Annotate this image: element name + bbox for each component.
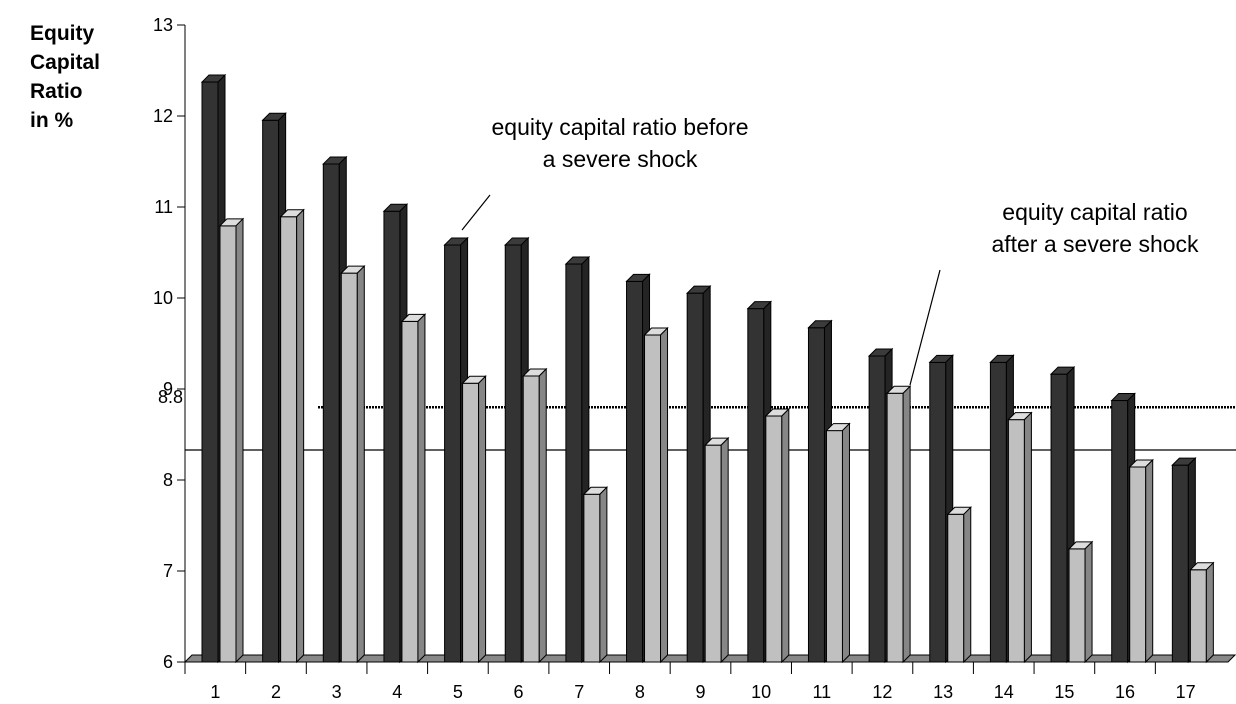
y-tick-label: 8 [163,470,173,490]
bar [1128,458,1154,664]
bar [522,367,548,664]
y-tick-label: 11 [154,197,173,217]
y-axis-label: in % [30,109,73,132]
y-axis-label: Ratio [30,80,83,103]
x-tick-label: 9 [695,682,705,702]
x-tick-label: 3 [332,682,342,702]
annotation-leader [909,269,941,386]
x-tick-label: 10 [751,682,771,702]
y-tick-label: 10 [153,288,173,308]
y-axis-label: Capital [30,51,100,74]
bar [643,326,669,664]
bar [885,385,912,664]
x-tick-label: 12 [872,682,892,702]
x-tick-label: 7 [574,682,584,702]
y-axis-label: Equity [30,22,94,45]
x-tick-label: 4 [392,682,402,702]
annotation: equity capital ratio before [492,114,749,140]
bar [764,407,791,664]
bar [1067,540,1094,664]
bar [218,217,245,664]
annotation-leader [461,194,491,231]
bar [1189,561,1215,664]
annotation: equity capital ratio [1002,199,1187,225]
y-tick-label: 6 [163,652,173,672]
x-tick-label: 1 [210,682,220,702]
bar [825,422,851,664]
y-tick-label: 12 [153,106,173,126]
x-tick-label: 8 [635,682,645,702]
x-tick-label: 5 [453,682,463,702]
x-tick-label: 17 [1176,682,1196,702]
x-tick-label: 15 [1054,682,1074,702]
x-tick-label: 16 [1115,682,1135,702]
reference-label: 8.8 [158,387,183,407]
x-tick-label: 14 [994,682,1014,702]
annotation: a severe shock [543,146,698,172]
bar [340,264,366,664]
bar [582,486,609,664]
bar [946,506,972,664]
x-tick-label: 2 [271,682,281,702]
x-tick-label: 13 [933,682,953,702]
x-tick-label: 6 [514,682,524,702]
bar [1007,411,1033,664]
x-tick-label: 11 [812,682,831,702]
y-tick-label: 13 [153,15,173,35]
bar [703,436,730,664]
y-tick-label: 7 [163,561,173,581]
y-tick-label: 9 [163,379,173,399]
annotation: after a severe shock [991,231,1199,257]
bar [461,375,487,664]
bar [279,208,305,664]
bar [400,313,427,664]
